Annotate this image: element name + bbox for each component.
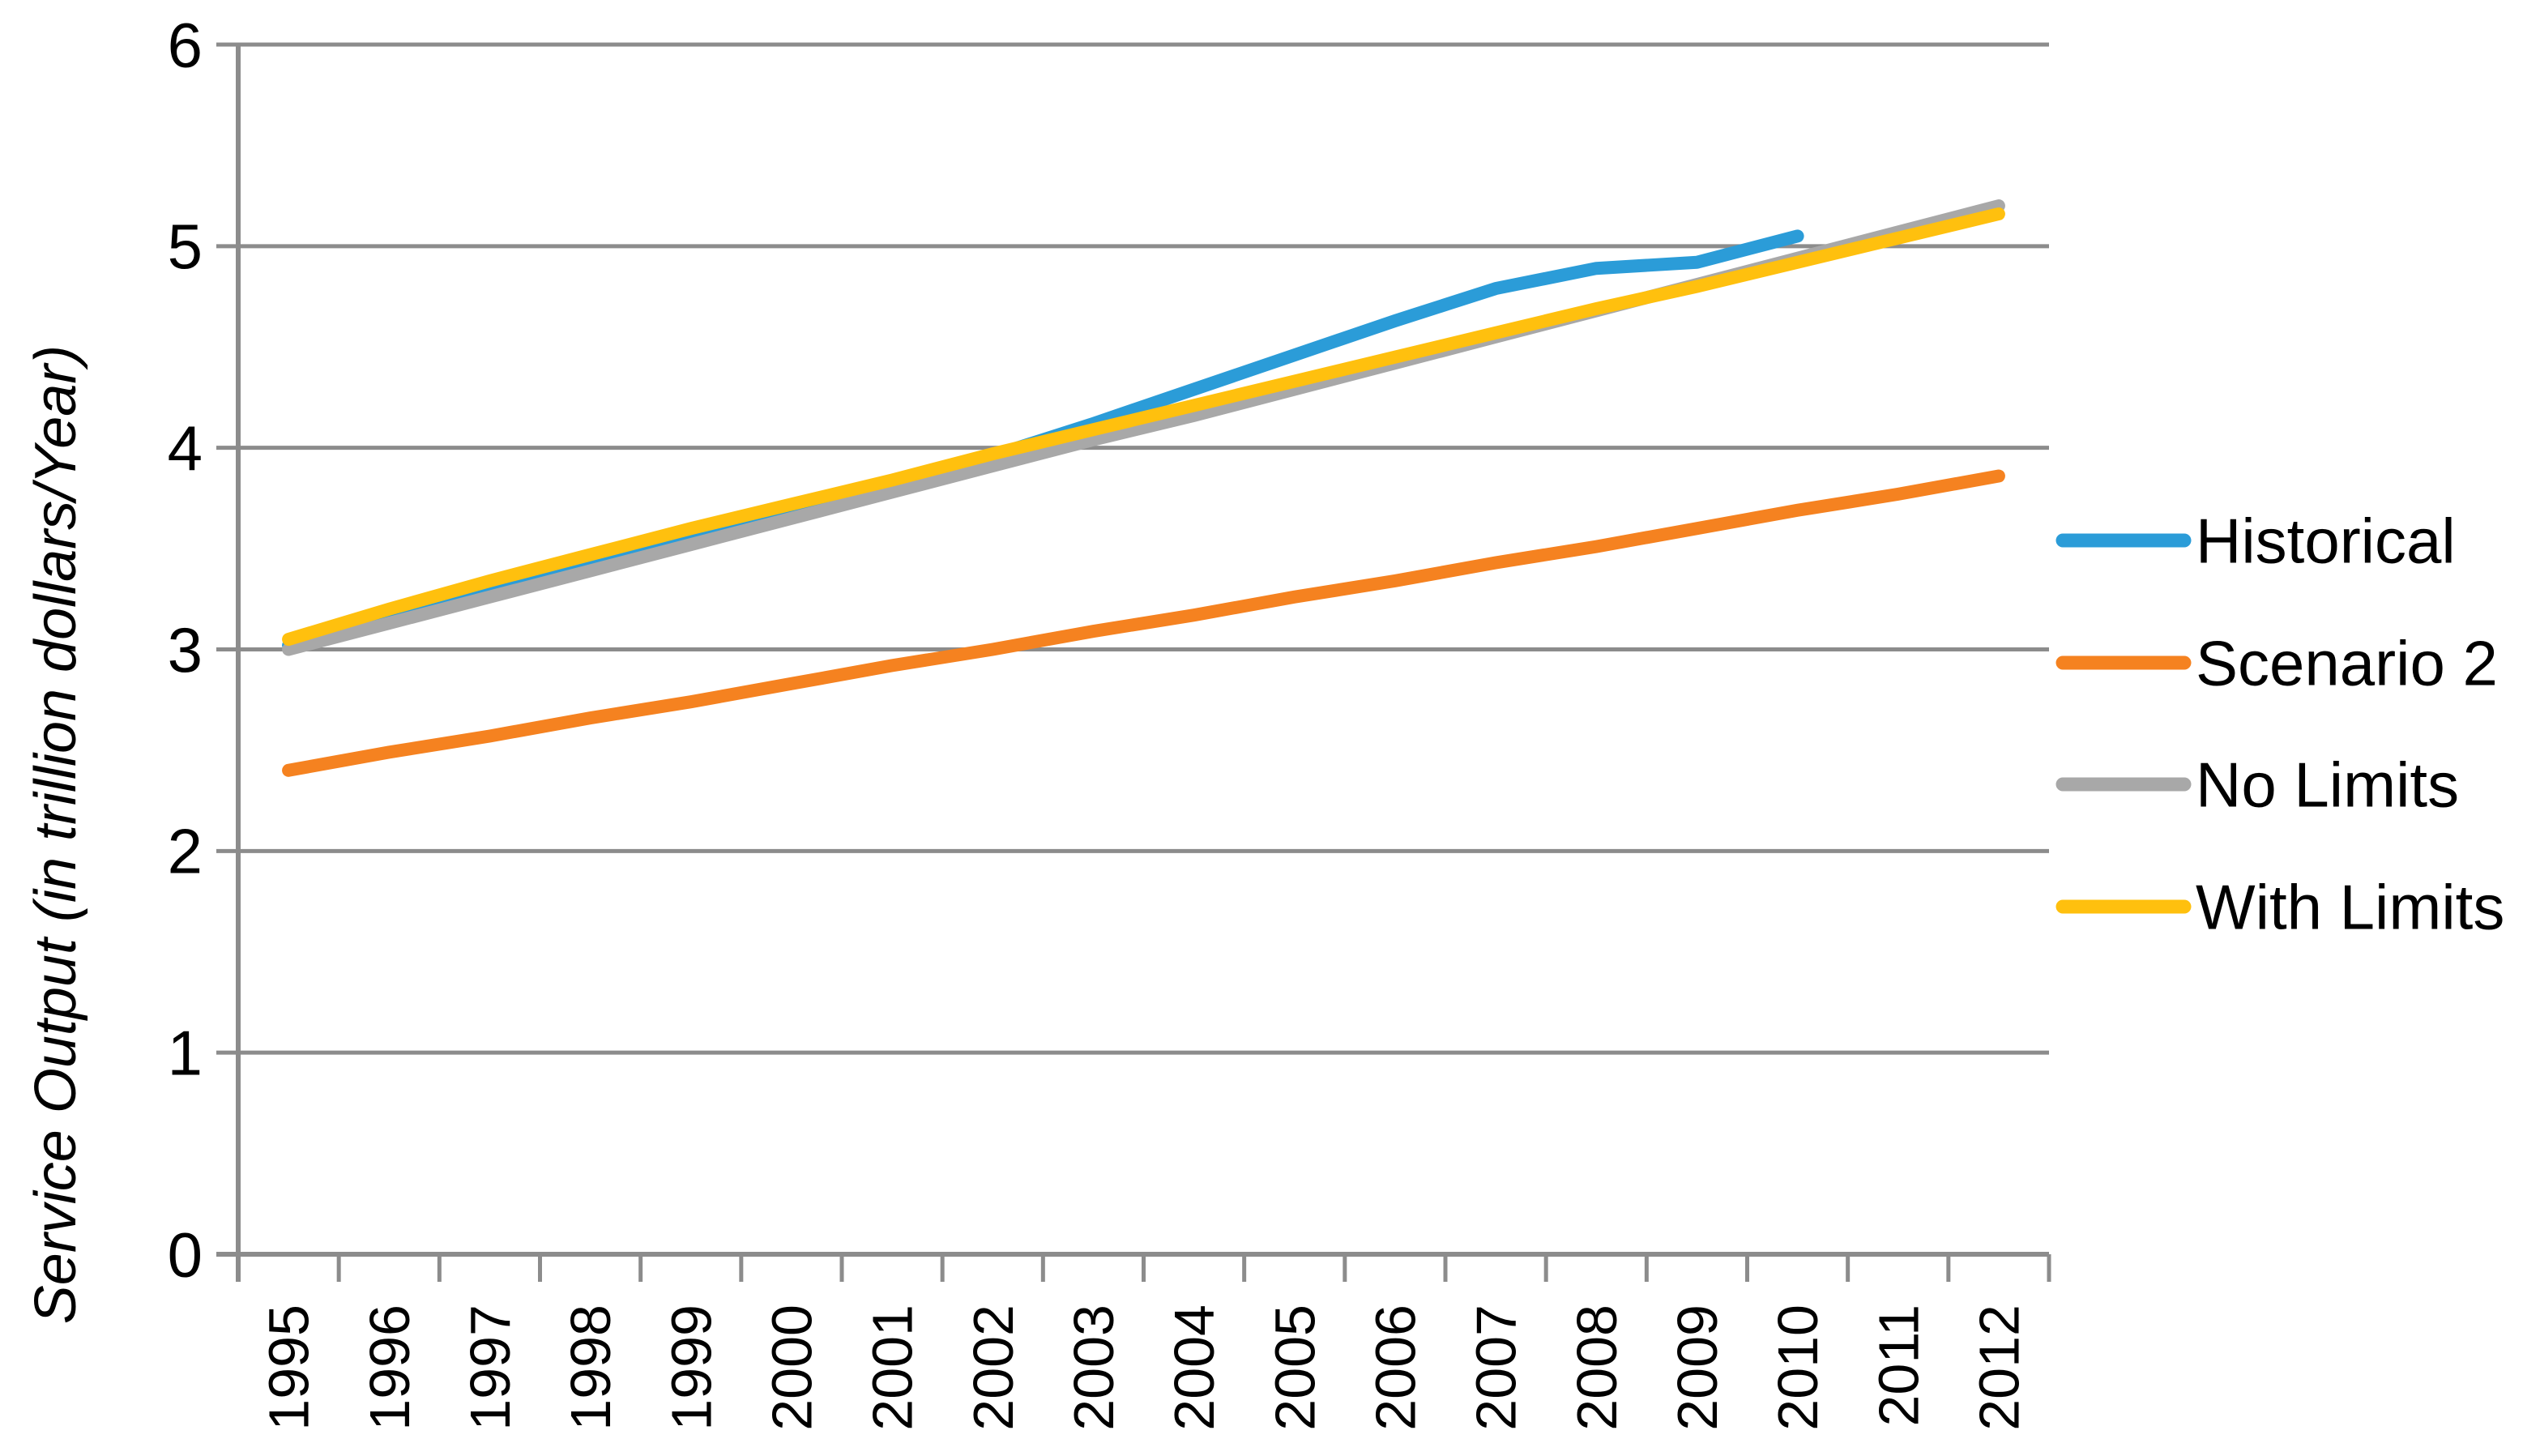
- series-line-with-limits: [282, 207, 2005, 647]
- y-tick-label: 2: [168, 816, 203, 887]
- legend-item: No Limits: [2055, 749, 2459, 820]
- legend-item: With Limits: [2055, 871, 2504, 942]
- y-axis-title: Service Output (in trillion dollars/Year…: [23, 345, 88, 1325]
- series-line-scenario-2: [282, 469, 2005, 777]
- y-tick-label: 1: [168, 1017, 203, 1088]
- x-tick-label: 2000: [760, 1304, 823, 1431]
- x-tick-label: 2011: [1867, 1304, 1930, 1427]
- x-tick-label: 2006: [1364, 1304, 1427, 1431]
- legend-item: Scenario 2: [2055, 627, 2498, 698]
- x-tick-label: 2010: [1766, 1304, 1829, 1431]
- x-tick-label: 1996: [358, 1304, 421, 1431]
- y-tick-label: 0: [168, 1219, 203, 1290]
- x-tick-label: 2005: [1263, 1304, 1326, 1431]
- x-tick-label: 1998: [559, 1304, 622, 1431]
- legend-label-scenario-2: Scenario 2: [2196, 627, 2498, 698]
- y-tick-label: 6: [168, 9, 203, 80]
- y-tick-label: 3: [168, 614, 203, 685]
- y-tick-label: 4: [168, 412, 203, 484]
- x-tick-label: 2007: [1465, 1304, 1528, 1431]
- x-tick-label: 2003: [1062, 1304, 1125, 1431]
- x-tick-label: 1997: [459, 1304, 522, 1431]
- legend-item: Historical: [2055, 505, 2456, 576]
- x-tick-label: 2002: [962, 1304, 1025, 1431]
- x-tick-label: 2009: [1666, 1304, 1729, 1431]
- x-tick-label: 2004: [1163, 1304, 1226, 1431]
- legend-label-historical: Historical: [2196, 505, 2456, 576]
- legend-label-with-limits: With Limits: [2196, 871, 2504, 942]
- x-tick-label: 2001: [861, 1304, 924, 1431]
- y-tick-label: 5: [168, 211, 203, 282]
- x-tick-label: 1999: [660, 1304, 723, 1431]
- x-tick-label: 1995: [258, 1304, 321, 1431]
- x-tick-label: 2012: [1967, 1304, 2030, 1431]
- x-tick-label: 2008: [1565, 1304, 1629, 1431]
- legend-label-no-limits: No Limits: [2196, 749, 2459, 820]
